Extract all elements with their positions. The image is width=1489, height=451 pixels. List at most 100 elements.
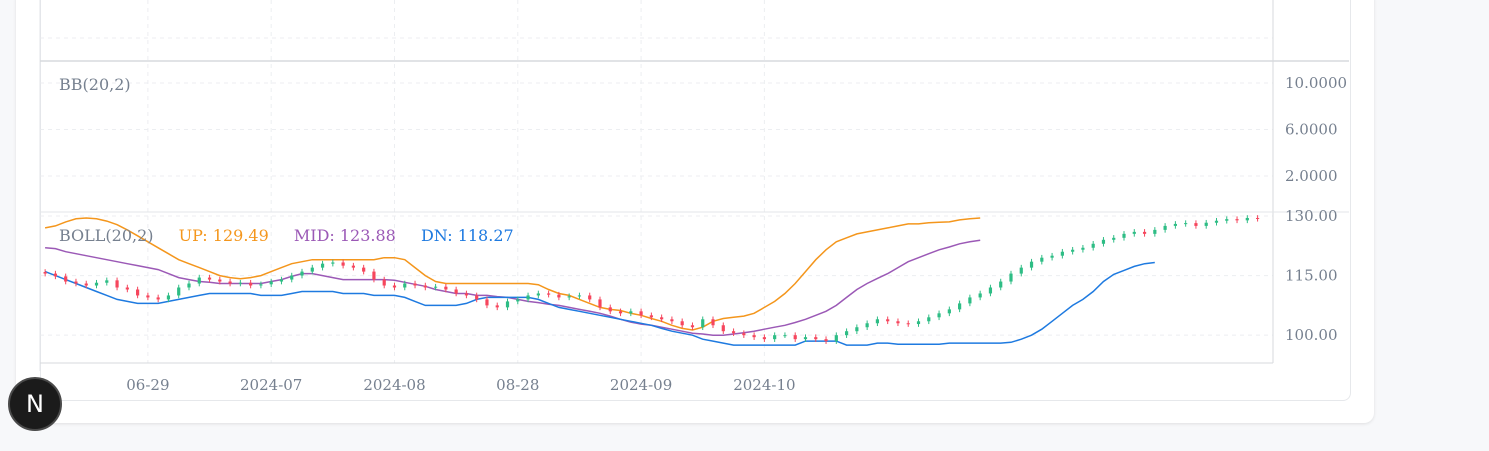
candle-body — [403, 283, 407, 288]
candle-body — [433, 286, 438, 288]
boll-dn-line — [44, 261, 1155, 346]
candle-body — [475, 295, 479, 300]
candle-body — [947, 309, 951, 314]
boll-up-label: UP: 129.49 — [178, 226, 269, 245]
candle-body — [937, 313, 941, 318]
candle-body — [742, 333, 746, 336]
candle-body — [1184, 223, 1188, 225]
candle-body — [125, 287, 129, 290]
candle-body — [1204, 222, 1208, 226]
candle-body — [64, 276, 68, 282]
candle-body — [1040, 257, 1044, 262]
candle-body — [94, 282, 99, 286]
x-tick-label-2: 2024-08 — [363, 376, 425, 394]
x-tick-label-4: 2024-09 — [610, 376, 672, 394]
candle-body — [207, 277, 212, 280]
candle-body — [1153, 229, 1157, 234]
candle-body — [1235, 219, 1239, 221]
candle-body — [1194, 223, 1198, 226]
candle-body — [875, 319, 880, 324]
candle-body — [968, 297, 972, 304]
candle-body — [824, 339, 828, 342]
boll-ytick-label-1: 115.00 — [1285, 267, 1338, 285]
candle-body — [351, 265, 355, 268]
candle-body — [156, 297, 160, 300]
candle-body — [536, 293, 540, 296]
bb-title: BB(20,2) — [59, 75, 131, 94]
candle-body — [392, 285, 397, 288]
candle-body — [588, 295, 592, 300]
candle-body — [177, 287, 181, 296]
candle-body — [1112, 237, 1116, 240]
candle-body — [916, 321, 921, 325]
bb-ytick-label-1: 6.0000 — [1285, 121, 1338, 139]
candle-body — [1173, 223, 1177, 226]
candle-body — [454, 289, 458, 294]
candle-body — [218, 279, 222, 282]
candle-body — [1050, 255, 1054, 258]
framework-badge[interactable]: N — [8, 377, 62, 431]
candle-body — [618, 311, 623, 314]
candle-body — [187, 283, 191, 288]
candle-body — [752, 335, 756, 338]
candle-body — [701, 319, 705, 328]
candle-body — [1214, 220, 1219, 223]
candle-body — [166, 295, 171, 300]
candle-body — [290, 275, 294, 280]
candle-body — [423, 285, 427, 288]
candle-body — [855, 327, 859, 332]
candle-body — [896, 321, 900, 324]
candle-body — [372, 271, 376, 280]
candle-body — [53, 273, 58, 277]
candle-body — [1101, 239, 1106, 244]
candle-body — [1071, 249, 1075, 252]
candle-body — [279, 279, 284, 282]
candle-body — [197, 277, 201, 284]
boll-dn-label: DN: 118.27 — [420, 226, 514, 245]
candle-body — [567, 296, 571, 298]
candle-body — [557, 294, 561, 298]
candle-body — [249, 282, 253, 286]
candle-body — [783, 335, 787, 337]
x-tick-label-1: 2024-07 — [240, 376, 302, 394]
candle-body — [485, 299, 489, 306]
candle-body — [136, 289, 140, 296]
bb-ytick-label-0: 10.0000 — [1285, 74, 1347, 92]
candle-body — [1255, 217, 1260, 219]
candle-body — [577, 295, 582, 297]
candle-body — [320, 263, 325, 268]
candle-body — [927, 317, 931, 322]
candle-body — [844, 331, 849, 336]
candle-body — [1132, 231, 1136, 234]
candle-body — [1009, 273, 1013, 282]
candle-body — [660, 317, 664, 320]
candle-body — [1019, 267, 1023, 274]
x-tick-label-5: 2024-10 — [733, 376, 795, 394]
candle-body — [1225, 219, 1229, 221]
candle-body — [547, 293, 551, 295]
candle-body — [1142, 231, 1147, 234]
candle-body — [43, 272, 47, 274]
candle-body — [526, 295, 530, 300]
candle-body — [865, 323, 869, 328]
bb-legend: BB(20,2) — [59, 75, 151, 94]
candle-body — [721, 325, 725, 332]
candle-body — [300, 271, 304, 276]
candle-body — [762, 337, 766, 340]
candle-body — [649, 315, 653, 318]
candle-body — [793, 335, 797, 340]
candle-body — [516, 299, 520, 302]
x-tick-label-3: 08-28 — [496, 376, 539, 394]
candle-body — [362, 267, 366, 272]
candle-body — [1122, 233, 1126, 238]
boll-ytick-label-2: 100.00 — [1285, 326, 1338, 344]
candle-body — [331, 262, 335, 264]
candle-body — [978, 293, 982, 298]
grid-lines — [40, 0, 1273, 363]
candle-body — [814, 337, 818, 340]
candle-body — [464, 293, 469, 296]
candle-body — [906, 323, 910, 325]
candle-body — [1081, 247, 1085, 250]
candle-body — [495, 305, 499, 308]
